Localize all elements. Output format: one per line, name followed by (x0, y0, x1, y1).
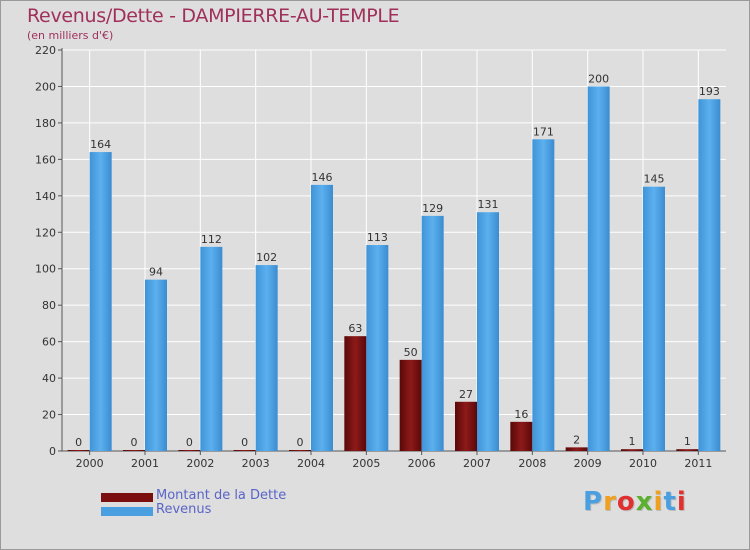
proxiti-logo: Proxiti (583, 487, 687, 517)
data-label-debt: 0 (241, 436, 248, 449)
x-tick-label: 2002 (186, 457, 214, 470)
data-label-revenue: 94 (149, 266, 163, 279)
legend-label-debt: Montant de la Dette (156, 488, 287, 503)
data-label-revenue: 102 (256, 251, 277, 264)
y-tick-label: 160 (35, 153, 56, 166)
data-label-debt: 63 (348, 322, 362, 335)
data-label-debt: 2 (573, 433, 580, 446)
bar-revenue (421, 215, 444, 451)
data-label-debt: 27 (459, 388, 473, 401)
bar-debt (676, 449, 699, 451)
data-label-revenue: 131 (478, 198, 499, 211)
data-label-revenue: 200 (588, 72, 609, 85)
chart-subtitle: (en milliers d'€) (27, 29, 114, 42)
bar-debt (233, 450, 256, 451)
bar-debt (289, 450, 311, 451)
bar-revenue (145, 279, 167, 451)
bar-debt (565, 447, 588, 451)
data-label-revenue: 164 (90, 138, 111, 151)
x-tick-label: 2003 (242, 457, 270, 470)
bar-revenue (587, 86, 610, 452)
y-tick-label: 180 (35, 117, 56, 130)
plot-area (62, 50, 726, 451)
x-tick-label: 2007 (463, 457, 491, 470)
bar-revenue (200, 246, 223, 451)
bar-revenue (366, 245, 389, 451)
data-label-debt: 0 (297, 436, 304, 449)
bar-revenue (89, 152, 112, 451)
legend-swatch-revenue (101, 507, 153, 516)
y-tick-label: 40 (42, 372, 56, 385)
bar-debt (344, 336, 367, 451)
x-tick-label: 2001 (131, 457, 159, 470)
y-tick-label: 80 (42, 299, 56, 312)
chart-title: Revenus/Dette - DAMPIERRE-AU-TEMPLE (27, 5, 400, 27)
bar-debt (510, 421, 533, 451)
x-tick-label: 2000 (76, 457, 104, 470)
bar-debt (455, 401, 477, 451)
y-tick-label: 200 (35, 80, 56, 93)
y-tick-label: 100 (35, 263, 56, 276)
x-tick-label: 2008 (518, 457, 546, 470)
data-label-debt: 16 (514, 408, 528, 421)
x-tick-label: 2011 (684, 457, 712, 470)
y-tick-label: 120 (35, 226, 56, 239)
y-tick-label: 0 (49, 445, 56, 458)
bar-debt (621, 449, 643, 451)
x-tick-label: 2010 (629, 457, 657, 470)
y-tick-label: 60 (42, 336, 56, 349)
bar-revenue (532, 139, 555, 451)
y-tick-label: 20 (42, 409, 56, 422)
legend-swatch-debt (101, 493, 153, 502)
bar-debt (123, 450, 145, 451)
data-label-debt: 1 (629, 435, 636, 448)
data-label-revenue: 146 (312, 171, 333, 184)
bar-revenue (477, 212, 499, 451)
data-label-revenue: 193 (699, 85, 720, 98)
data-label-revenue: 113 (367, 231, 388, 244)
bar-debt (67, 450, 90, 451)
data-label-revenue: 112 (201, 233, 222, 246)
x-tick-label: 2006 (408, 457, 436, 470)
bar-revenue (311, 184, 333, 451)
bar-debt (399, 359, 422, 451)
x-tick-label: 2005 (352, 457, 380, 470)
data-label-debt: 0 (75, 436, 82, 449)
data-label-debt: 0 (131, 436, 138, 449)
data-label-debt: 0 (186, 436, 193, 449)
x-tick-label: 2009 (574, 457, 602, 470)
bar-revenue (255, 265, 278, 451)
data-label-debt: 1 (684, 435, 691, 448)
bar-revenue (698, 99, 721, 452)
data-label-debt: 50 (404, 346, 418, 359)
data-label-revenue: 171 (533, 125, 554, 138)
bar-revenue (643, 186, 665, 452)
y-tick-label: 220 (35, 44, 56, 57)
bar-debt (178, 450, 201, 451)
y-tick-label: 140 (35, 190, 56, 203)
data-label-revenue: 145 (644, 173, 665, 186)
legend-label-revenue: Revenus (156, 502, 212, 517)
x-tick-label: 2004 (297, 457, 325, 470)
data-label-revenue: 129 (422, 202, 443, 215)
